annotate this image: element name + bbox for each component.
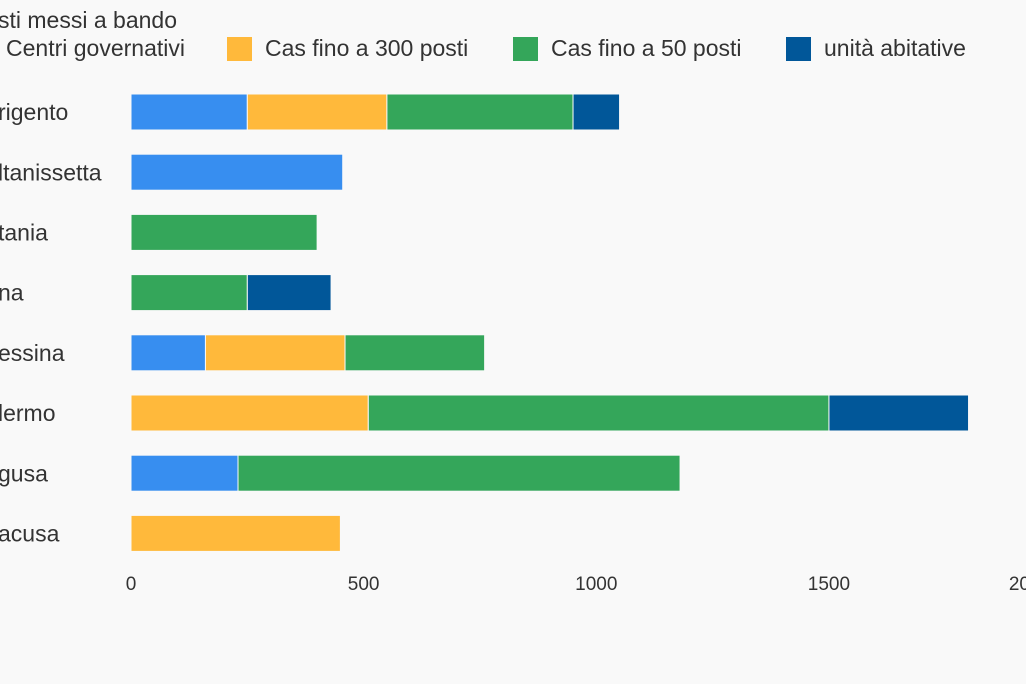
bar-segment [130, 514, 341, 552]
legend-label: unità abitative [824, 35, 966, 61]
bar-segment [130, 274, 248, 312]
x-tick-label: 1000 [575, 574, 617, 595]
legend-label: Cas fino a 300 posti [265, 35, 468, 61]
chart-title: sti messi a bando [0, 7, 177, 33]
legend-swatch [786, 37, 811, 61]
bar-segment [246, 93, 388, 131]
bar-segment [572, 93, 621, 131]
bar-segment [344, 334, 486, 372]
legend-swatch [513, 37, 538, 61]
bar-segment [130, 153, 344, 191]
x-tick-label: 0 [126, 574, 137, 595]
legend-label: Cas fino a 50 posti [551, 35, 742, 61]
bar-segment [828, 394, 970, 432]
bar-segment [130, 394, 369, 432]
y-tick-label: rigento [0, 99, 68, 125]
y-tick-label: na [0, 280, 24, 306]
y-tick-label: lermo [0, 400, 56, 426]
y-tick-label: ltanissetta [0, 159, 102, 185]
bar-segment [130, 334, 206, 372]
y-tick-label: acusa [0, 520, 60, 546]
bar-segment [130, 213, 318, 251]
x-tick-label: 2000 [1009, 574, 1026, 595]
legend-label: Centri governativi [6, 35, 185, 61]
bar-segment [367, 394, 830, 432]
x-tick-label: 500 [348, 574, 380, 595]
legend-swatch [227, 37, 252, 61]
bar-segment [237, 454, 681, 492]
bar-segment [130, 93, 248, 131]
bar-segment [130, 454, 239, 492]
bar-segment [204, 334, 346, 372]
y-tick-label: tania [0, 219, 48, 245]
x-tick-label: 1500 [808, 574, 850, 595]
bar-segment [386, 93, 574, 131]
y-tick-label: gusa [0, 460, 48, 486]
bar-segment [246, 274, 332, 312]
y-tick-label: essina [0, 340, 65, 366]
